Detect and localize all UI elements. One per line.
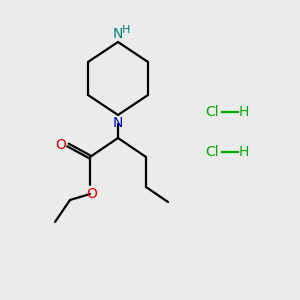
Text: H: H bbox=[239, 105, 249, 119]
Text: O: O bbox=[55, 138, 66, 152]
Text: O: O bbox=[87, 187, 98, 201]
Text: N: N bbox=[113, 116, 123, 130]
Text: Cl: Cl bbox=[205, 145, 219, 159]
Text: H: H bbox=[239, 145, 249, 159]
Text: Cl: Cl bbox=[205, 105, 219, 119]
Text: H: H bbox=[122, 25, 130, 35]
Text: N: N bbox=[113, 27, 123, 41]
